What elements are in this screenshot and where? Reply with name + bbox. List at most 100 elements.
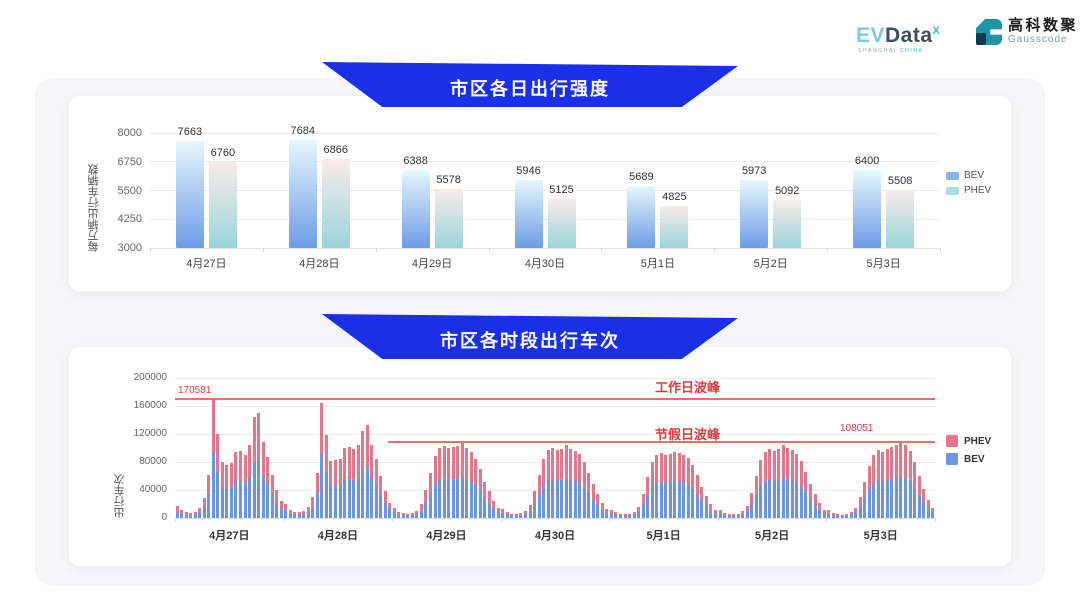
stacked-bar[interactable]: [867, 465, 871, 518]
stacked-bar[interactable]: [397, 511, 401, 518]
stacked-bar[interactable]: [352, 449, 355, 518]
stacked-bar[interactable]: [655, 455, 659, 518]
stacked-bar[interactable]: [216, 434, 220, 518]
stacked-bar[interactable]: [388, 502, 392, 518]
stacked-bar[interactable]: [827, 510, 830, 518]
stacked-bar[interactable]: [686, 457, 690, 518]
phev-bar[interactable]: [660, 206, 689, 248]
stacked-bar[interactable]: [591, 484, 595, 518]
stacked-bar[interactable]: [180, 510, 184, 518]
legend-item-bev[interactable]: BEV: [946, 170, 1004, 182]
stacked-bar[interactable]: [189, 513, 193, 518]
stacked-bar[interactable]: [573, 450, 577, 518]
stacked-bar[interactable]: [243, 455, 247, 518]
stacked-bar[interactable]: [333, 459, 337, 518]
stacked-bar[interactable]: [560, 448, 564, 518]
stacked-bar[interactable]: [804, 471, 808, 518]
stacked-bar[interactable]: [885, 449, 889, 518]
stacked-bar[interactable]: [596, 494, 600, 518]
stacked-bar[interactable]: [284, 504, 288, 518]
stacked-bar[interactable]: [496, 507, 500, 518]
legend-item-phev[interactable]: PHEV: [946, 434, 1006, 448]
stacked-bar[interactable]: [718, 509, 722, 518]
stacked-bar[interactable]: [872, 455, 876, 518]
stacked-bar[interactable]: [623, 514, 627, 518]
bev-bar[interactable]: [288, 140, 317, 248]
bev-bar[interactable]: [401, 170, 430, 248]
phev-bar[interactable]: [208, 161, 237, 248]
stacked-bar[interactable]: [415, 511, 419, 518]
stacked-bar[interactable]: [813, 494, 817, 518]
bev-bar[interactable]: [853, 169, 882, 248]
stacked-bar[interactable]: [514, 513, 518, 518]
stacked-bar[interactable]: [632, 511, 636, 518]
bev-bar[interactable]: [175, 140, 204, 248]
stacked-bar[interactable]: [659, 452, 663, 518]
phev-bar[interactable]: [773, 199, 802, 248]
stacked-bar[interactable]: [781, 445, 785, 518]
stacked-bar[interactable]: [768, 448, 772, 518]
stacked-bar[interactable]: [922, 488, 925, 518]
stacked-bar[interactable]: [266, 457, 270, 518]
stacked-bar[interactable]: [374, 458, 378, 518]
stacked-bar[interactable]: [741, 511, 745, 519]
stacked-bar[interactable]: [220, 462, 224, 518]
stacked-bar[interactable]: [609, 509, 613, 518]
stacked-bar[interactable]: [786, 448, 790, 518]
stacked-bar[interactable]: [691, 464, 695, 518]
stacked-bar[interactable]: [569, 449, 573, 518]
stacked-bar[interactable]: [745, 506, 749, 518]
stacked-bar[interactable]: [460, 443, 464, 518]
stacked-bar[interactable]: [682, 455, 686, 518]
stacked-bar[interactable]: [926, 499, 930, 518]
stacked-bar[interactable]: [225, 464, 229, 518]
stacked-bar[interactable]: [311, 497, 315, 518]
stacked-bar[interactable]: [315, 472, 319, 518]
stacked-bar[interactable]: [383, 491, 387, 518]
stacked-bar[interactable]: [528, 505, 532, 518]
stacked-bar[interactable]: [908, 450, 912, 518]
stacked-bar[interactable]: [257, 413, 260, 518]
stacked-bar[interactable]: [410, 513, 414, 518]
stacked-bar[interactable]: [727, 513, 731, 518]
stacked-bar[interactable]: [831, 513, 835, 518]
stacked-bar[interactable]: [917, 476, 921, 518]
stacked-bar[interactable]: [564, 444, 568, 518]
stacked-bar[interactable]: [433, 456, 437, 518]
stacked-bar[interactable]: [293, 511, 297, 518]
stacked-bar[interactable]: [356, 444, 360, 518]
stacked-bar[interactable]: [306, 506, 310, 518]
stacked-bar[interactable]: [614, 512, 618, 518]
stacked-bar[interactable]: [818, 503, 821, 518]
stacked-bar[interactable]: [854, 507, 858, 518]
stacked-bar[interactable]: [881, 451, 885, 518]
stacked-bar[interactable]: [777, 449, 781, 518]
stacked-bar[interactable]: [799, 460, 803, 518]
stacked-bar[interactable]: [542, 458, 545, 518]
legend-item-phev[interactable]: PHEV: [946, 185, 1004, 197]
stacked-bar[interactable]: [320, 402, 324, 518]
stacked-bar[interactable]: [876, 450, 880, 518]
stacked-bar[interactable]: [252, 416, 256, 518]
stacked-bar[interactable]: [229, 463, 233, 518]
stacked-bar[interactable]: [379, 476, 383, 518]
stacked-bar[interactable]: [438, 448, 441, 518]
phev-bar[interactable]: [547, 199, 576, 248]
stacked-bar[interactable]: [428, 472, 432, 518]
stacked-bar[interactable]: [392, 507, 396, 518]
stacked-bar[interactable]: [605, 508, 609, 518]
bev-bar[interactable]: [627, 186, 656, 248]
stacked-bar[interactable]: [510, 513, 514, 518]
stacked-bar[interactable]: [501, 508, 505, 518]
stacked-bar[interactable]: [202, 498, 206, 518]
stacked-bar[interactable]: [297, 512, 301, 518]
stacked-bar[interactable]: [709, 504, 713, 518]
stacked-bar[interactable]: [845, 513, 849, 518]
stacked-bar[interactable]: [673, 451, 677, 518]
stacked-bar[interactable]: [664, 455, 668, 518]
stacked-bar[interactable]: [184, 512, 188, 518]
stacked-bar[interactable]: [668, 453, 672, 518]
stacked-bar[interactable]: [275, 490, 279, 518]
stacked-bar[interactable]: [641, 494, 645, 518]
stacked-bar[interactable]: [713, 509, 717, 518]
